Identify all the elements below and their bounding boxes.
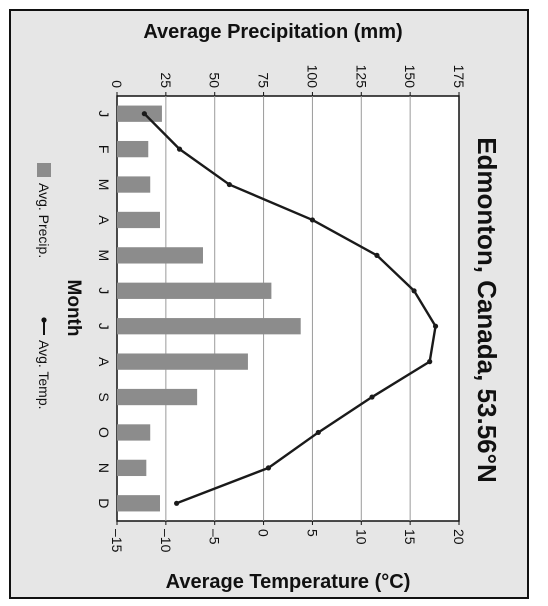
- legend-precip-swatch: [37, 163, 51, 177]
- precip-tick-label-group: 100: [304, 65, 320, 89]
- precip-tick-label: 175: [451, 65, 467, 89]
- precip-tick-labels: 0 25 50 75 100 125 150 175: [109, 65, 467, 96]
- month-tick-label-group: J: [96, 287, 112, 294]
- precip-tick-label-group: 175: [451, 65, 467, 89]
- precip-bar: [117, 424, 151, 441]
- precip-tick-label: 50: [207, 72, 223, 88]
- precip-tick-label-group: 125: [353, 65, 369, 89]
- month-tick-label: J: [96, 110, 112, 117]
- gridlines: [165, 96, 411, 521]
- precip-bar: [117, 176, 151, 193]
- month-tick-label-group: M: [96, 179, 112, 191]
- temp-tick-label: –15: [109, 529, 125, 553]
- month-tick-label-group: M: [96, 250, 112, 262]
- temp-tick-label-group: 10: [353, 529, 369, 545]
- precip-bar: [117, 247, 203, 264]
- month-tick-label: D: [96, 498, 112, 508]
- month-tick-label: A: [96, 215, 112, 225]
- precip-axis-title: Average Precipitation (mm): [143, 21, 402, 43]
- temp-tick-label-group: 20: [451, 529, 467, 545]
- temp-tick-label-group: 15: [402, 529, 418, 545]
- precip-tick-label-group: 0: [109, 80, 125, 88]
- precip-tick-label-group: 50: [207, 72, 223, 88]
- month-axis-title: Month: [63, 280, 84, 337]
- precip-bar: [117, 495, 160, 512]
- legend-precip-label: Avg. Precip.: [36, 183, 52, 258]
- precip-bar: [117, 388, 198, 406]
- month-tick-label-group: A: [96, 215, 112, 225]
- temp-tick-label: 10: [353, 529, 369, 545]
- precip-tick-label: 100: [304, 65, 320, 89]
- precip-tick-label: 125: [353, 65, 369, 89]
- temp-tick-label: –5: [207, 529, 223, 545]
- temp-point: [315, 429, 321, 436]
- temp-tick-label-group: –15: [109, 529, 125, 553]
- temp-tick-label: 20: [451, 529, 467, 545]
- temp-tick-label: 0: [256, 529, 272, 537]
- month-tick-label-group: D: [96, 498, 112, 508]
- temp-point: [427, 359, 433, 365]
- precip-bar: [117, 282, 272, 299]
- chart-title: Edmonton, Canada, 53.56°N: [472, 137, 502, 483]
- temp-point: [174, 500, 180, 506]
- month-tick-label-group: N: [96, 463, 112, 473]
- legend-temp-label: Avg. Temp.: [36, 340, 52, 410]
- precip-tick-label: 0: [109, 80, 125, 88]
- precip-bar: [117, 140, 149, 158]
- month-tick-label: J: [96, 287, 112, 294]
- temp-tick-label: –10: [158, 529, 174, 553]
- month-tick-label: S: [96, 392, 112, 401]
- precip-bar: [117, 318, 301, 335]
- precip-bar: [117, 353, 248, 370]
- month-tick-label-group: F: [96, 145, 112, 154]
- temp-line: [143, 112, 437, 505]
- legend-temp-marker: [41, 317, 47, 323]
- temp-point: [309, 217, 316, 223]
- temp-point: [369, 394, 375, 400]
- temp-tick-label: 5: [304, 529, 320, 537]
- precip-tick-label-group: 25: [158, 72, 174, 88]
- precip-bar: [117, 211, 160, 229]
- temp-tick-label: 15: [402, 529, 418, 545]
- month-tick-label-group: J: [96, 110, 112, 117]
- temp-tick-label-group: 0: [256, 529, 272, 537]
- temp-line-series: [141, 111, 439, 506]
- temp-point: [432, 323, 439, 329]
- temp-tick-label-group: –10: [158, 529, 174, 553]
- precip-bar: [117, 459, 147, 477]
- legend: Avg. Precip. Avg. Temp.: [36, 163, 52, 410]
- temp-tick-label-group: 5: [304, 529, 320, 537]
- month-tick-label: A: [96, 357, 112, 367]
- temp-tick-labels: –15 –10 –5 0 5 10 15 20: [109, 521, 467, 553]
- temp-point: [176, 146, 183, 152]
- temp-point: [265, 465, 272, 471]
- temp-tick-label-group: –5: [207, 529, 223, 545]
- precip-tick-label: 150: [402, 65, 418, 89]
- temp-point: [141, 111, 147, 117]
- month-tick-label: J: [96, 323, 112, 330]
- month-tick-label: O: [96, 427, 112, 438]
- precip-tick-label-group: 150: [402, 65, 418, 89]
- precip-bar: [117, 105, 162, 122]
- month-tick-label: M: [96, 250, 112, 262]
- month-tick-labels: J F M A M J J A S O N D: [96, 110, 112, 508]
- precip-bars: [117, 105, 301, 512]
- month-tick-label-group: A: [96, 357, 112, 367]
- month-tick-label: M: [96, 179, 112, 191]
- plot-area: [116, 95, 460, 522]
- temp-point: [374, 252, 380, 258]
- precip-tick-label: 25: [158, 72, 174, 88]
- temp-point: [226, 181, 232, 188]
- precip-tick-label: 75: [256, 72, 272, 88]
- month-tick-label: F: [96, 145, 112, 154]
- month-tick-label: N: [96, 463, 112, 473]
- month-tick-label-group: S: [96, 392, 112, 401]
- precip-tick-label-group: 75: [256, 72, 272, 88]
- temp-axis-title: Average Temperature (°C): [166, 571, 411, 593]
- month-tick-label-group: J: [96, 323, 112, 330]
- temp-point: [411, 288, 417, 294]
- month-tick-label-group: O: [96, 427, 112, 438]
